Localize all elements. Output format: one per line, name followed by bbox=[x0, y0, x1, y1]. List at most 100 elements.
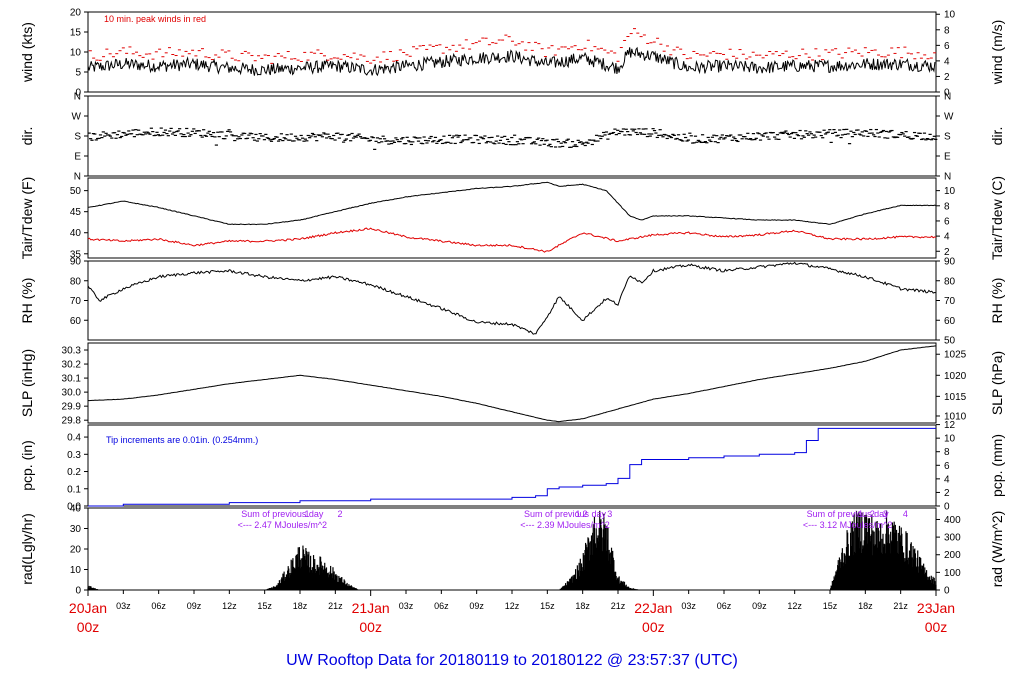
x-day-label: 20Jan bbox=[69, 600, 107, 616]
wind-annotation: 10 min. peak winds in red bbox=[104, 14, 206, 24]
dir-ylabel-right: dir. bbox=[989, 127, 1005, 146]
x-day-time-label: 00z bbox=[642, 619, 665, 635]
rh-ytick-label: 60 bbox=[70, 316, 82, 327]
x-tick-label: 15z bbox=[823, 601, 838, 611]
temp-panel: 35 40 45 50 2 4 6 8 10 Tair/Tdew (F) Tair/Tdew (C) bbox=[19, 176, 1005, 260]
temp-ytick-label: 40 bbox=[70, 228, 82, 239]
temp-Tdew-line bbox=[87, 227, 937, 253]
pcp-ytick-right-label: 12 bbox=[944, 420, 956, 431]
temp-ytick-right-label: 2 bbox=[944, 247, 950, 258]
pcp-panel: 0.0 0.1 0.2 0.3 0.4 0 2 4 6 8 10 12 pcp. (in) pcp. (m… bbox=[19, 420, 1005, 512]
rh-ytick-right-label: 60 bbox=[944, 316, 956, 327]
pcp-ytick-right-label: 6 bbox=[944, 461, 950, 472]
rh-ylabel: RH (%) bbox=[19, 278, 35, 324]
rad-annotation-line1: Sum of previous day bbox=[241, 509, 324, 519]
rad-ytick-right-label: 200 bbox=[944, 550, 961, 561]
pcp-ylabel-right: pcp. (mm) bbox=[989, 434, 1005, 497]
pcp-ytick-label: 0.1 bbox=[67, 484, 81, 495]
wind-ylabel: wind (kts) bbox=[19, 22, 35, 83]
x-tick-label: 18z bbox=[858, 601, 873, 611]
x-tick-label: 06z bbox=[151, 601, 166, 611]
rad-annotation-line2: <--- 2.47 MJoules/m^2 bbox=[238, 520, 328, 530]
temp-Tair-line bbox=[87, 181, 937, 226]
rad-annotation-line2: <--- 2.39 MJoules/m^2 bbox=[520, 520, 610, 530]
rad-marker: 2 bbox=[870, 509, 875, 519]
rad-marker: 2 bbox=[583, 509, 588, 519]
x-day-label: 23Jan bbox=[917, 600, 955, 616]
x-tick-label: 06z bbox=[717, 601, 732, 611]
temp-ytick-right-label: 4 bbox=[944, 232, 950, 243]
temp-ytick-label: 35 bbox=[70, 249, 82, 260]
wind-ytick-right-label: 6 bbox=[944, 41, 950, 52]
x-axis: 03z 06z 09z 12z 15z 18z 21z 03z 06z 09z 12z 15z 18z 2… bbox=[69, 590, 955, 635]
x-tick-label: 03z bbox=[681, 601, 696, 611]
slp-frame bbox=[87, 342, 937, 424]
rh-ytick-label: 90 bbox=[70, 257, 82, 268]
rad-marker: 1 bbox=[305, 509, 310, 519]
dir-ytick-label: S bbox=[74, 132, 81, 143]
rh-ytick-right-label: 80 bbox=[944, 276, 956, 287]
pcp-ytick-right-label: 0 bbox=[944, 502, 950, 513]
rad-ytick-right-label: 100 bbox=[944, 568, 961, 579]
x-tick-label: 18z bbox=[293, 601, 308, 611]
rh-RH-line bbox=[87, 261, 937, 335]
temp-ytick-label: 50 bbox=[70, 186, 82, 197]
rad-annotation-line2: <--- 3.12 MJoules/m^2 bbox=[803, 520, 893, 530]
temp-ytick-right-label: 6 bbox=[944, 216, 950, 227]
pcp-ytick-right-label: 10 bbox=[944, 434, 956, 445]
chart-title: UW Rooftop Data for 20180119 to 20180122… bbox=[286, 652, 738, 669]
rad-ylabel: rad(Lgly/hr) bbox=[19, 513, 35, 585]
x-tick-label: 18z bbox=[575, 601, 590, 611]
slp-ytick-right-label: 1025 bbox=[944, 350, 967, 361]
x-tick-label: 09z bbox=[469, 601, 484, 611]
rh-frame bbox=[87, 260, 937, 341]
rad-marker: 3 bbox=[883, 509, 888, 519]
temp-ytick-right-label: 10 bbox=[944, 186, 956, 197]
x-tick-label: 12z bbox=[505, 601, 520, 611]
wind-ytick-label: 20 bbox=[70, 8, 82, 19]
slp-ytick-label: 29.8 bbox=[62, 416, 82, 427]
pcp-annotation: Tip increments are 0.01in. (0.254mm.) bbox=[106, 435, 258, 445]
x-tick-label: 21z bbox=[893, 601, 908, 611]
dir-ytick-label: N bbox=[74, 172, 81, 183]
slp-ytick-right-label: 1010 bbox=[944, 411, 967, 422]
pcp-ytick-label: 0.4 bbox=[67, 433, 81, 444]
slp-SLP-line bbox=[87, 345, 937, 423]
x-tick-label: 09z bbox=[187, 601, 202, 611]
rad-marker: 1 bbox=[858, 509, 863, 519]
wind-ytick-label: 5 bbox=[75, 68, 81, 79]
rad-annotation-line1: Sum of previous day bbox=[524, 509, 607, 519]
rad-ytick-label: 40 bbox=[70, 504, 82, 515]
pcp-ytick-right-label: 4 bbox=[944, 474, 950, 485]
rad-ytick-label: 20 bbox=[70, 545, 82, 556]
rad-marker: 1 bbox=[575, 509, 580, 519]
wind-panel: 0 5 10 15 20 0 2 4 6 8 10 wind (kts) wind (m/s) 10 mi… bbox=[19, 8, 1005, 99]
rad-ylabel-right: rad (W/m^2) bbox=[989, 511, 1005, 588]
x-tick-label: 21z bbox=[611, 601, 626, 611]
rad-marker: 3 bbox=[607, 509, 612, 519]
rad-ytick-label: 30 bbox=[70, 524, 82, 535]
pcp-ylabel: pcp. (in) bbox=[19, 440, 35, 491]
slp-panel: 29.8 29.9 30.0 30.1 30.2 30.3 1010 1015 1020 1025… bbox=[19, 342, 1005, 427]
temp-frame bbox=[87, 177, 937, 259]
wind-ytick-right-label: 8 bbox=[944, 25, 950, 36]
x-day-time-label: 00z bbox=[925, 619, 948, 635]
x-tick-label: 12z bbox=[787, 601, 802, 611]
rad-ytick-label: 10 bbox=[70, 565, 82, 576]
pcp-ytick-right-label: 8 bbox=[944, 447, 950, 458]
wind-speed-line bbox=[87, 46, 936, 77]
pcp-ytick-label: 0.3 bbox=[67, 450, 81, 461]
precip-line bbox=[88, 427, 936, 507]
slp-ytick-right-label: 1020 bbox=[944, 371, 967, 382]
slp-ylabel: SLP (inHg) bbox=[19, 349, 35, 417]
wind-ytick-label: 0 bbox=[75, 88, 81, 99]
pcp-ytick-label: 0.0 bbox=[67, 502, 81, 513]
rad-marker: 2 bbox=[338, 509, 343, 519]
x-tick-label: 21z bbox=[328, 601, 343, 611]
slp-ytick-label: 29.9 bbox=[62, 402, 82, 413]
wind-ytick-label: 15 bbox=[70, 28, 82, 39]
dir-frame bbox=[87, 95, 937, 177]
rh-ytick-right-label: 50 bbox=[944, 336, 956, 347]
x-tick-label: 12z bbox=[222, 601, 237, 611]
